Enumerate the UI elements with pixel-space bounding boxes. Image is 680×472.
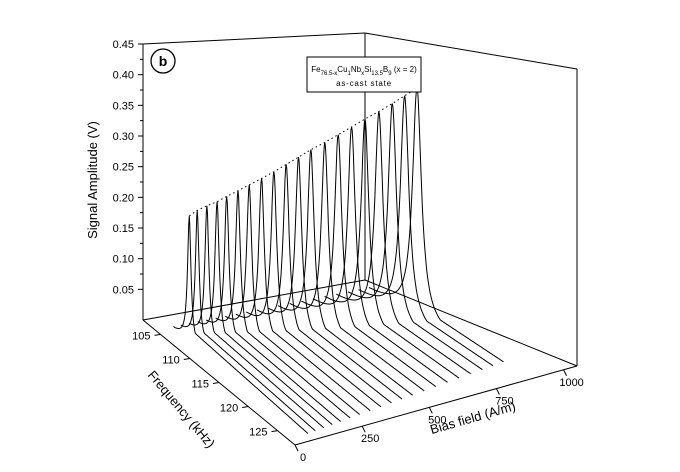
series-curve bbox=[267, 157, 403, 400]
bias-axis-line bbox=[294, 365, 578, 446]
frequency-tick-label: 115 bbox=[191, 379, 209, 391]
series-curve bbox=[246, 171, 382, 408]
composition-formula: Fe76.5-xCu1NbxSi13.5B9 (x = 2) bbox=[311, 65, 417, 77]
series-curve bbox=[358, 95, 494, 367]
bias-tick bbox=[361, 425, 366, 433]
back-left-top-edge bbox=[142, 32, 366, 45]
z-tick-label: 0.05 bbox=[113, 284, 134, 296]
series-curve bbox=[347, 103, 483, 371]
formula-subscript: 13.5 bbox=[371, 71, 383, 77]
z-tick-label: 0.15 bbox=[113, 223, 134, 235]
series-curve bbox=[312, 126, 448, 383]
z-tick-label: 0.45 bbox=[113, 39, 134, 51]
series-curve bbox=[277, 149, 413, 396]
series-curve bbox=[256, 164, 392, 404]
formula-subscript: 1 bbox=[348, 71, 352, 77]
floor-back-right-edge bbox=[364, 279, 578, 367]
peak-envelope-line bbox=[189, 87, 418, 217]
series-curve bbox=[215, 190, 351, 419]
formula-element: (x = 2) bbox=[392, 65, 417, 74]
series-curve bbox=[289, 142, 425, 392]
frequency-tick-label: 125 bbox=[249, 427, 267, 439]
z-tick-label: 0.30 bbox=[113, 131, 134, 143]
z-tick-label: 0.10 bbox=[113, 254, 134, 266]
series-curve bbox=[225, 184, 361, 415]
series-curve bbox=[205, 196, 342, 422]
series-curve bbox=[235, 178, 371, 412]
formula-element: Nb bbox=[351, 65, 362, 74]
frequency-tick bbox=[183, 357, 190, 360]
series-curve bbox=[189, 205, 325, 429]
z-tick-label: 0.40 bbox=[113, 70, 134, 82]
series-curves bbox=[173, 87, 504, 434]
z-axis-title: Signal Amplitude (V) bbox=[85, 121, 100, 239]
frequency-tick bbox=[271, 430, 278, 433]
series-curve bbox=[368, 87, 504, 363]
formula-element: B bbox=[383, 65, 388, 74]
series-curve bbox=[173, 215, 309, 434]
formula-element: Fe bbox=[311, 65, 321, 74]
frequency-tick bbox=[212, 382, 220, 384]
formula-subscript: 76.5-x bbox=[321, 71, 338, 77]
formula-element: Si bbox=[364, 65, 371, 74]
sample-state: as-cast state bbox=[336, 79, 392, 88]
z-tick-label: 0.25 bbox=[113, 162, 134, 174]
frequency-tick-label: 110 bbox=[162, 354, 180, 366]
bias-tick bbox=[294, 444, 299, 452]
frequency-ticks: 105 110 115 120 125 bbox=[132, 330, 278, 439]
bias-tick bbox=[428, 407, 433, 414]
bias-tick bbox=[495, 388, 500, 395]
composition-annotation: Fe76.5-xCu1NbxSi13.5B9 (x = 2) as-cast s… bbox=[306, 56, 422, 93]
back-right-top-edge bbox=[364, 32, 578, 70]
z-tick-label: 0.35 bbox=[113, 100, 134, 112]
series-curve bbox=[180, 210, 316, 432]
panel-label-text: b bbox=[159, 53, 168, 69]
series-curve bbox=[197, 201, 333, 425]
bias-tick bbox=[563, 369, 568, 376]
formula-subscript: 9 bbox=[388, 71, 392, 77]
series-curve bbox=[324, 118, 460, 379]
bias-tick-label: 750 bbox=[495, 396, 513, 408]
z-ticks: 0.05 0.10 0.15 0.20 0.25 0.30 0.35 0.40 0.45 bbox=[113, 39, 143, 296]
z-tick-label: 0.20 bbox=[113, 192, 134, 204]
panel-label: b bbox=[150, 48, 176, 74]
formula-subscript: x bbox=[361, 71, 364, 77]
bias-tick-label: 500 bbox=[428, 414, 446, 426]
bias-tick-label: 0 bbox=[300, 452, 306, 464]
frequency-tick-label: 105 bbox=[132, 330, 150, 342]
frequency-tick bbox=[154, 333, 161, 336]
bias-ticks: 0 250 500 750 1000 bbox=[294, 369, 584, 464]
bias-tick-label: 250 bbox=[361, 433, 379, 445]
series-curve bbox=[336, 111, 471, 375]
frequency-tick-label: 120 bbox=[220, 403, 238, 415]
formula-element: Cu bbox=[337, 65, 347, 74]
frequency-tick bbox=[242, 406, 249, 409]
bias-tick-label: 1000 bbox=[559, 377, 583, 389]
series-curve bbox=[301, 134, 437, 387]
